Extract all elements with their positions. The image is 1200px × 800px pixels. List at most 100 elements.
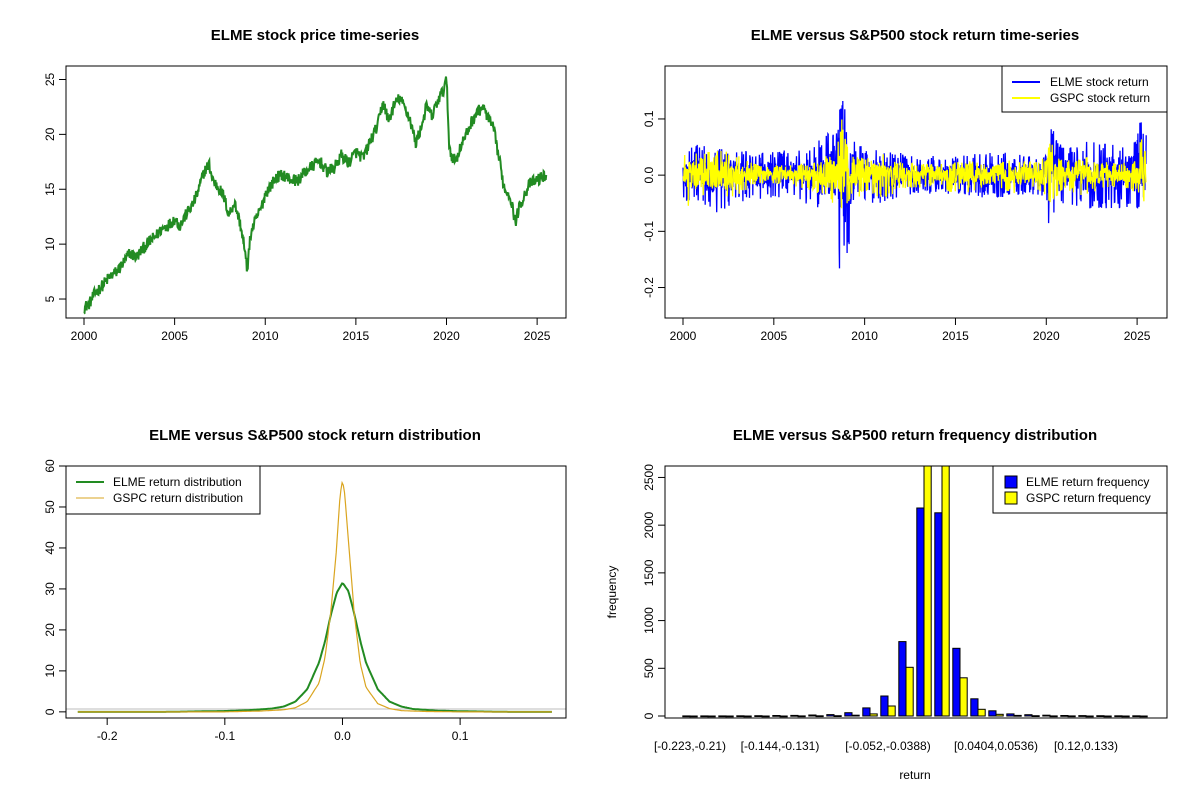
bar-elme	[988, 710, 997, 717]
y-tick-label: -0.2	[642, 277, 656, 298]
panel-returns: ELME versus S&P500 stock return time-ser…	[642, 27, 1168, 343]
legend-swatch-gspc	[1004, 491, 1018, 505]
legend-label-gspc: GSPC return distribution	[113, 491, 243, 505]
y-tick-label: 0.0	[642, 166, 656, 183]
bar-elme	[772, 715, 781, 717]
bar-gspc	[977, 708, 986, 717]
plot-frame	[65, 465, 567, 719]
data-marks	[682, 100, 1147, 269]
x-tick-label: 2000	[670, 329, 697, 343]
y-tick-label: 500	[642, 658, 656, 678]
bar-gspc	[851, 714, 860, 717]
bar-gspc	[743, 715, 752, 718]
legend-label-gspc: GSPC return frequency	[1026, 491, 1151, 505]
bar-elme	[1042, 714, 1051, 717]
legend-label-elme: ELME stock return	[1050, 75, 1149, 89]
chart-title: ELME versus S&P500 stock return distribu…	[149, 427, 481, 444]
legend: ELME return frequency GSPC return freque…	[992, 465, 1168, 514]
axis-ticks: 0 500 1000 1500 2000 2500 [-0.223,-0.21) [-0.14…	[642, 464, 1118, 753]
bar-elme	[700, 715, 709, 718]
legend-label-gspc: GSPC stock return	[1050, 91, 1150, 105]
y-tick-label: 1500	[642, 559, 656, 586]
series-line-elme-price	[83, 76, 548, 315]
bar-elme	[682, 715, 691, 718]
x-tick-label: [-0.223,-0.21)	[654, 739, 726, 753]
y-tick-label: 0.1	[642, 110, 656, 127]
bar-elme	[934, 512, 943, 717]
plot-frame	[65, 65, 567, 319]
bar-elme	[790, 714, 799, 717]
bar-gspc	[941, 465, 950, 717]
bar-elme	[880, 695, 889, 717]
bar-elme	[736, 715, 745, 718]
bar-gspc	[905, 666, 914, 717]
series-line-gspc-return	[682, 119, 1147, 209]
x-tick-label: [0.12,0.133)	[1054, 739, 1118, 753]
y-tick-label: 0	[43, 708, 57, 715]
bar-gspc	[797, 715, 806, 718]
x-tick-label: -0.2	[97, 729, 118, 743]
y-tick-label: 30	[43, 582, 57, 596]
y-tick-label: 20	[43, 623, 57, 637]
bar-elme	[1006, 713, 1015, 717]
x-tick-label: 2000	[71, 329, 98, 343]
bar-elme	[1078, 715, 1087, 717]
bar-elme	[916, 507, 925, 717]
bar-elme	[1096, 715, 1105, 718]
bar-gspc	[923, 465, 932, 717]
bar-elme	[844, 712, 853, 717]
x-tick-label: -0.1	[214, 729, 235, 743]
bar-gspc	[761, 715, 770, 718]
y-tick-label: 2000	[642, 511, 656, 538]
x-axis-label: return	[899, 768, 930, 782]
chart-title: ELME stock price time-series	[211, 27, 419, 44]
bar-gspc	[1013, 714, 1022, 717]
plot-frame	[664, 65, 1168, 319]
y-tick-label: 10	[43, 664, 57, 678]
bar-gspc	[815, 715, 824, 718]
panel-histogram: ELME versus S&P500 return frequency dist…	[605, 427, 1168, 782]
bar-gspc	[1139, 715, 1148, 718]
x-tick-label: 2005	[760, 329, 787, 343]
y-tick-label: -0.1	[642, 221, 656, 242]
bar-elme	[862, 707, 871, 717]
x-tick-label: [-0.052,-0.0388)	[845, 739, 930, 753]
bar-elme	[718, 715, 727, 718]
bar-gspc	[995, 713, 1004, 717]
y-tick-label: 5	[43, 295, 57, 302]
x-tick-label: 2010	[252, 329, 279, 343]
bar-gspc	[887, 705, 896, 717]
legend-box	[992, 465, 1168, 514]
bar-gspc	[1085, 715, 1094, 718]
bar-elme	[1132, 715, 1141, 718]
chart-title: ELME versus S&P500 stock return time-ser…	[751, 27, 1079, 44]
y-tick-label: 50	[43, 500, 57, 514]
series-line-gspc-density	[77, 480, 552, 713]
bar-gspc	[689, 715, 698, 718]
y-tick-label: 10	[43, 237, 57, 251]
panel-density: ELME versus S&P500 stock return distribu…	[43, 427, 567, 743]
legend: ELME return distribution GSPC return dis…	[65, 465, 261, 515]
bar-gspc	[725, 715, 734, 718]
bar-gspc	[1103, 715, 1112, 718]
y-tick-label: 25	[43, 72, 57, 86]
bar-elme	[826, 714, 835, 717]
y-tick-label: 20	[43, 127, 57, 141]
x-tick-label: 2025	[524, 329, 551, 343]
x-tick-label: 2010	[851, 329, 878, 343]
bar-gspc	[779, 715, 788, 718]
bar-elme	[970, 698, 979, 717]
x-tick-label: 2015	[942, 329, 969, 343]
x-tick-label: 2025	[1124, 329, 1151, 343]
legend-box	[65, 465, 261, 515]
y-tick-label: 2500	[642, 464, 656, 491]
y-axis-label: frequency	[605, 566, 619, 619]
data-marks	[77, 480, 552, 713]
bar-gspc	[707, 715, 716, 718]
x-tick-label: 2020	[433, 329, 460, 343]
x-tick-label: 2005	[161, 329, 188, 343]
bar-gspc	[1049, 715, 1058, 718]
x-tick-label: 0.0	[334, 729, 351, 743]
